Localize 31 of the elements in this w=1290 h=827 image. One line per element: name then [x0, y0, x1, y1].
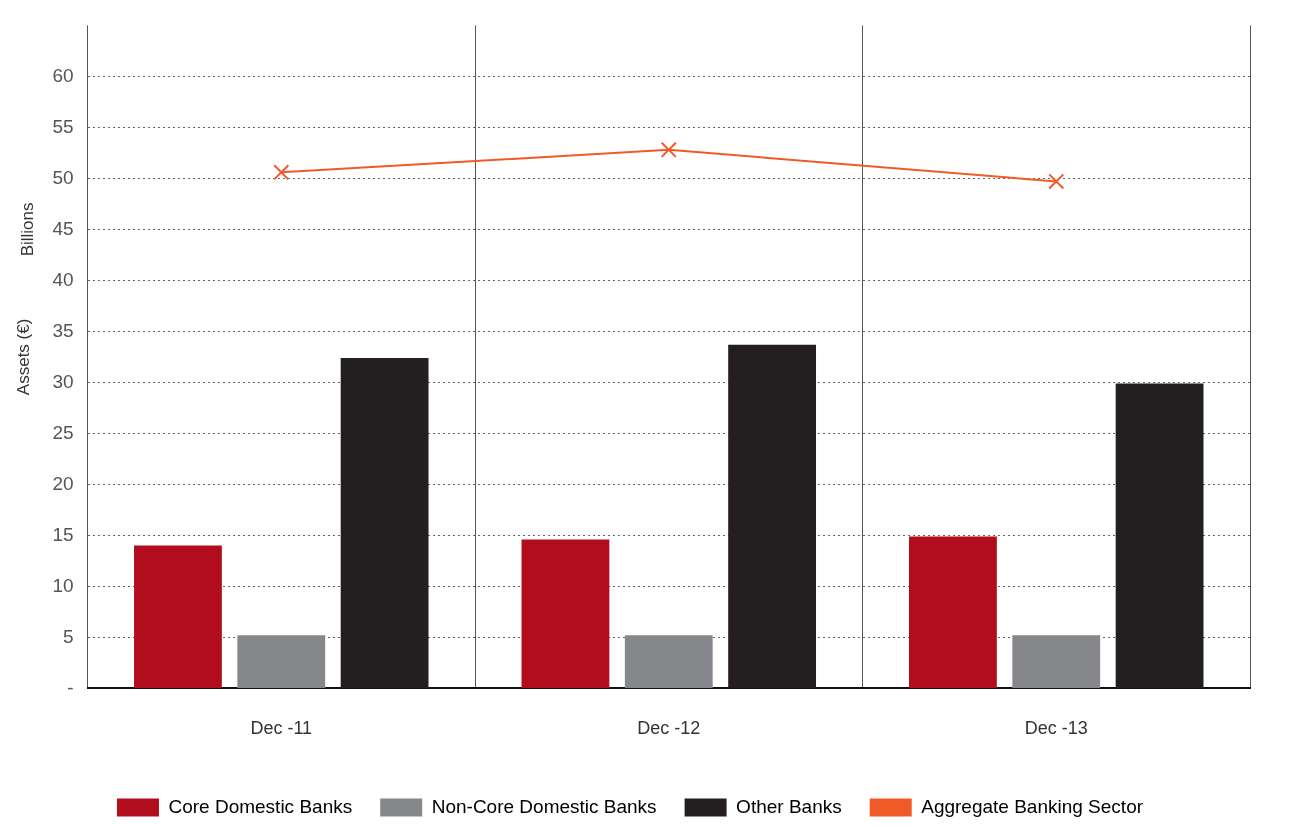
y-axis-title: Assets (€) — [13, 318, 33, 396]
y-tick-label: 30 — [52, 370, 74, 392]
bar — [340, 357, 429, 688]
y-tick-label: 20 — [52, 472, 74, 494]
legend-label: Aggregate Banking Sector — [921, 795, 1144, 817]
y-tick-label: - — [67, 676, 74, 698]
bar — [728, 344, 817, 688]
y-tick-label: 45 — [52, 217, 74, 239]
y-tick-label: 5 — [62, 625, 74, 647]
y-tick-label: 50 — [52, 166, 74, 188]
x-tick-label: Dec -11 — [250, 718, 313, 739]
bar — [1115, 383, 1204, 688]
legend-label: Core Domestic Banks — [168, 795, 353, 817]
text: Billions — [17, 202, 37, 257]
y-tick-label: 15 — [52, 523, 74, 545]
x-tick-label: Dec -12 — [637, 718, 701, 739]
y-tick-label: 25 — [52, 421, 74, 443]
bar — [237, 635, 326, 688]
bar — [909, 536, 997, 688]
bar — [521, 539, 610, 688]
y-tick-label: 40 — [52, 268, 74, 290]
y-tick-label: 10 — [52, 574, 74, 596]
bar — [134, 545, 222, 688]
legend-label: Other Banks — [736, 795, 842, 817]
x-tick-label: Dec -13 — [1024, 718, 1088, 739]
legend-label: Non-Core Domestic Banks — [431, 795, 657, 817]
y-tick-label: 55 — [52, 115, 74, 137]
y-tick-label: 35 — [52, 319, 74, 341]
y-tick-label: 60 — [52, 64, 74, 86]
bar — [624, 635, 713, 688]
bar — [1012, 635, 1101, 688]
